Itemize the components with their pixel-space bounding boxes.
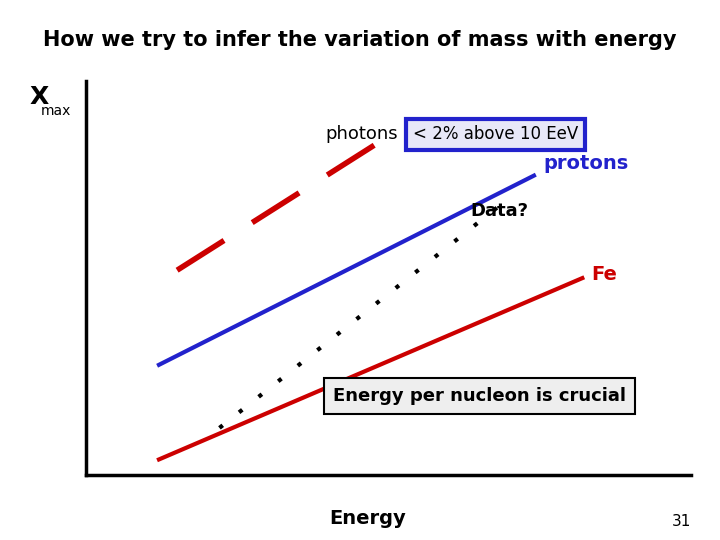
Text: photons: photons xyxy=(325,125,398,143)
Text: Energy: Energy xyxy=(329,509,405,528)
Text: Energy per nucleon is crucial: Energy per nucleon is crucial xyxy=(333,387,626,406)
Text: protons: protons xyxy=(543,154,629,173)
Text: X: X xyxy=(30,85,49,109)
Text: max: max xyxy=(40,104,71,118)
Text: Data?: Data? xyxy=(470,202,528,220)
Text: 31: 31 xyxy=(672,514,691,529)
Text: Fe: Fe xyxy=(591,265,617,284)
Text: < 2% above 10 EeV: < 2% above 10 EeV xyxy=(413,125,578,143)
Text: How we try to infer the variation of mass with energy: How we try to infer the variation of mas… xyxy=(43,30,677,51)
